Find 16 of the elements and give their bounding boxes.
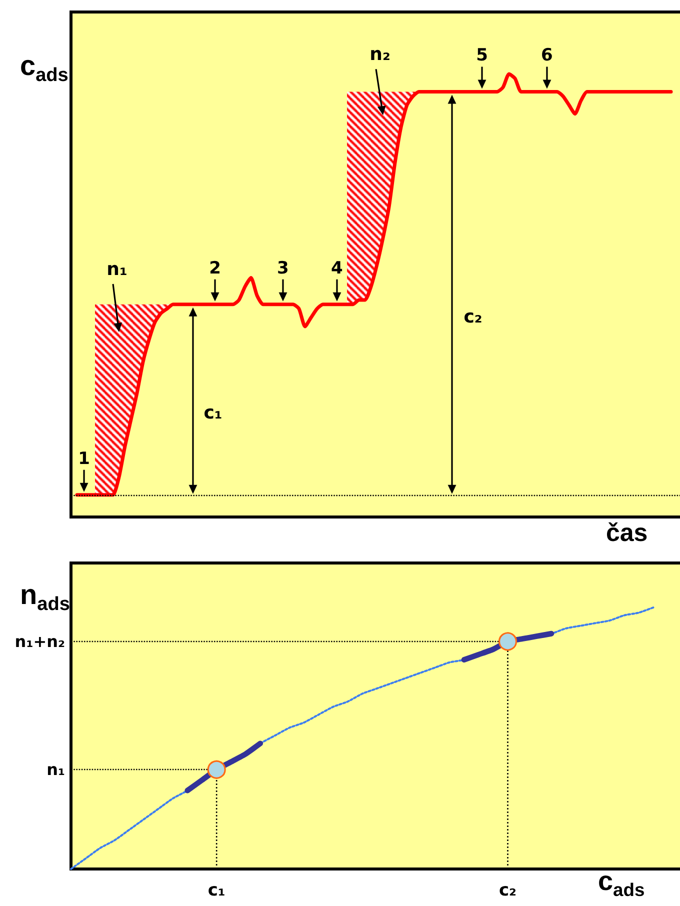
text: 5 bbox=[476, 46, 488, 66]
y-axis-title: n$_{ads}$ bbox=[20, 579, 70, 616]
annotation: c₂ bbox=[464, 306, 482, 327]
text: n₂ bbox=[370, 44, 390, 65]
x-axis-title: čas bbox=[606, 519, 648, 548]
annotation: 1 bbox=[78, 448, 90, 469]
annotation: 4 bbox=[331, 258, 344, 278]
y-axis-title: c$_{ads}$ bbox=[20, 50, 68, 86]
ref-line-label: n₁+n₂ bbox=[14, 632, 65, 651]
text: 6 bbox=[541, 46, 553, 66]
annotation: 2 bbox=[209, 258, 221, 278]
x-axis-title: c$_{ads}$ bbox=[598, 866, 645, 900]
annotation: 3 bbox=[277, 258, 289, 278]
annotation: c₁ bbox=[204, 402, 222, 424]
ref-line-label: n₁ bbox=[46, 760, 65, 780]
annotation: n₁ bbox=[106, 258, 128, 280]
